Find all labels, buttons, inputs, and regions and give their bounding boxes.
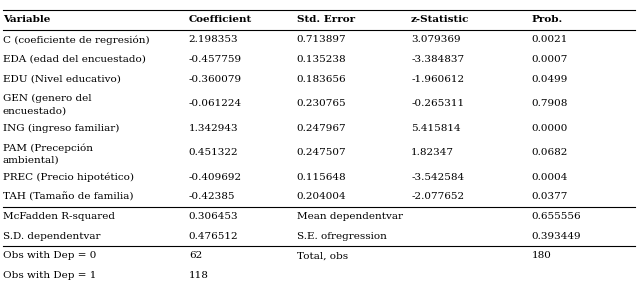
Text: 0.0004: 0.0004 [532, 173, 568, 182]
Text: 1.82347: 1.82347 [411, 148, 454, 157]
Text: Mean dependentvar: Mean dependentvar [297, 212, 403, 221]
Text: 0.451322: 0.451322 [189, 148, 239, 157]
Text: 0.204004: 0.204004 [297, 192, 346, 201]
Text: -3.384837: -3.384837 [411, 55, 464, 64]
Text: 180: 180 [532, 251, 552, 260]
Text: PAM (Precepción: PAM (Precepción [3, 143, 93, 153]
Text: Variable: Variable [3, 15, 50, 24]
Text: 0.183656: 0.183656 [297, 74, 346, 83]
Text: 0.247507: 0.247507 [297, 148, 346, 157]
Text: Total, obs: Total, obs [297, 251, 348, 260]
Text: -0.360079: -0.360079 [189, 74, 242, 83]
Text: 1.342943: 1.342943 [189, 124, 239, 133]
Text: 0.655556: 0.655556 [532, 212, 581, 221]
Text: 0.0007: 0.0007 [532, 55, 568, 64]
Text: EDU (Nivel educativo): EDU (Nivel educativo) [3, 74, 121, 83]
Text: 0.393449: 0.393449 [532, 232, 581, 241]
Text: 0.230765: 0.230765 [297, 99, 346, 108]
Text: 0.0682: 0.0682 [532, 148, 568, 157]
Text: z-Statistic: z-Statistic [411, 15, 470, 24]
Text: Prob.: Prob. [532, 15, 563, 24]
Text: 0.115648: 0.115648 [297, 173, 346, 182]
Text: C (coeficiente de regresión): C (coeficiente de regresión) [3, 35, 149, 45]
Text: -0.409692: -0.409692 [189, 173, 242, 182]
Text: 0.476512: 0.476512 [189, 232, 239, 241]
Text: 0.247967: 0.247967 [297, 124, 346, 133]
Text: 2.198353: 2.198353 [189, 35, 239, 44]
Text: -0.457759: -0.457759 [189, 55, 242, 64]
Text: Obs with Dep = 1: Obs with Dep = 1 [3, 271, 96, 280]
Text: PREC (Precio hipotético): PREC (Precio hipotético) [3, 173, 133, 182]
Text: McFadden R-squared: McFadden R-squared [3, 212, 115, 221]
Text: 0.0000: 0.0000 [532, 124, 568, 133]
Text: S.E. ofregression: S.E. ofregression [297, 232, 387, 241]
Text: TAH (Tamaño de familia): TAH (Tamaño de familia) [3, 192, 133, 201]
Text: -0.42385: -0.42385 [189, 192, 235, 201]
Text: 5.415814: 5.415814 [411, 124, 461, 133]
Text: 0.0021: 0.0021 [532, 35, 568, 44]
Text: 118: 118 [189, 271, 209, 280]
Text: -0.265311: -0.265311 [411, 99, 464, 108]
Text: 0.7908: 0.7908 [532, 99, 568, 108]
Text: ING (ingreso familiar): ING (ingreso familiar) [3, 124, 119, 133]
Text: GEN (genero del: GEN (genero del [3, 94, 91, 103]
Text: -0.061224: -0.061224 [189, 99, 242, 108]
Text: 0.713897: 0.713897 [297, 35, 346, 44]
Text: EDA (edad del encuestado): EDA (edad del encuestado) [3, 55, 145, 64]
Text: 0.0499: 0.0499 [532, 74, 568, 83]
Text: Obs with Dep = 0: Obs with Dep = 0 [3, 251, 96, 260]
Text: S.D. dependentvar: S.D. dependentvar [3, 232, 100, 241]
Text: 62: 62 [189, 251, 202, 260]
Text: encuestado): encuestado) [3, 106, 67, 115]
Text: -1.960612: -1.960612 [411, 74, 464, 83]
Text: -2.077652: -2.077652 [411, 192, 464, 201]
Text: Std. Error: Std. Error [297, 15, 355, 24]
Text: 0.135238: 0.135238 [297, 55, 346, 64]
Text: 3.079369: 3.079369 [411, 35, 461, 44]
Text: 0.0377: 0.0377 [532, 192, 568, 201]
Text: Coefficient: Coefficient [189, 15, 252, 24]
Text: 0.306453: 0.306453 [189, 212, 239, 221]
Text: ambiental): ambiental) [3, 156, 59, 165]
Text: -3.542584: -3.542584 [411, 173, 464, 182]
